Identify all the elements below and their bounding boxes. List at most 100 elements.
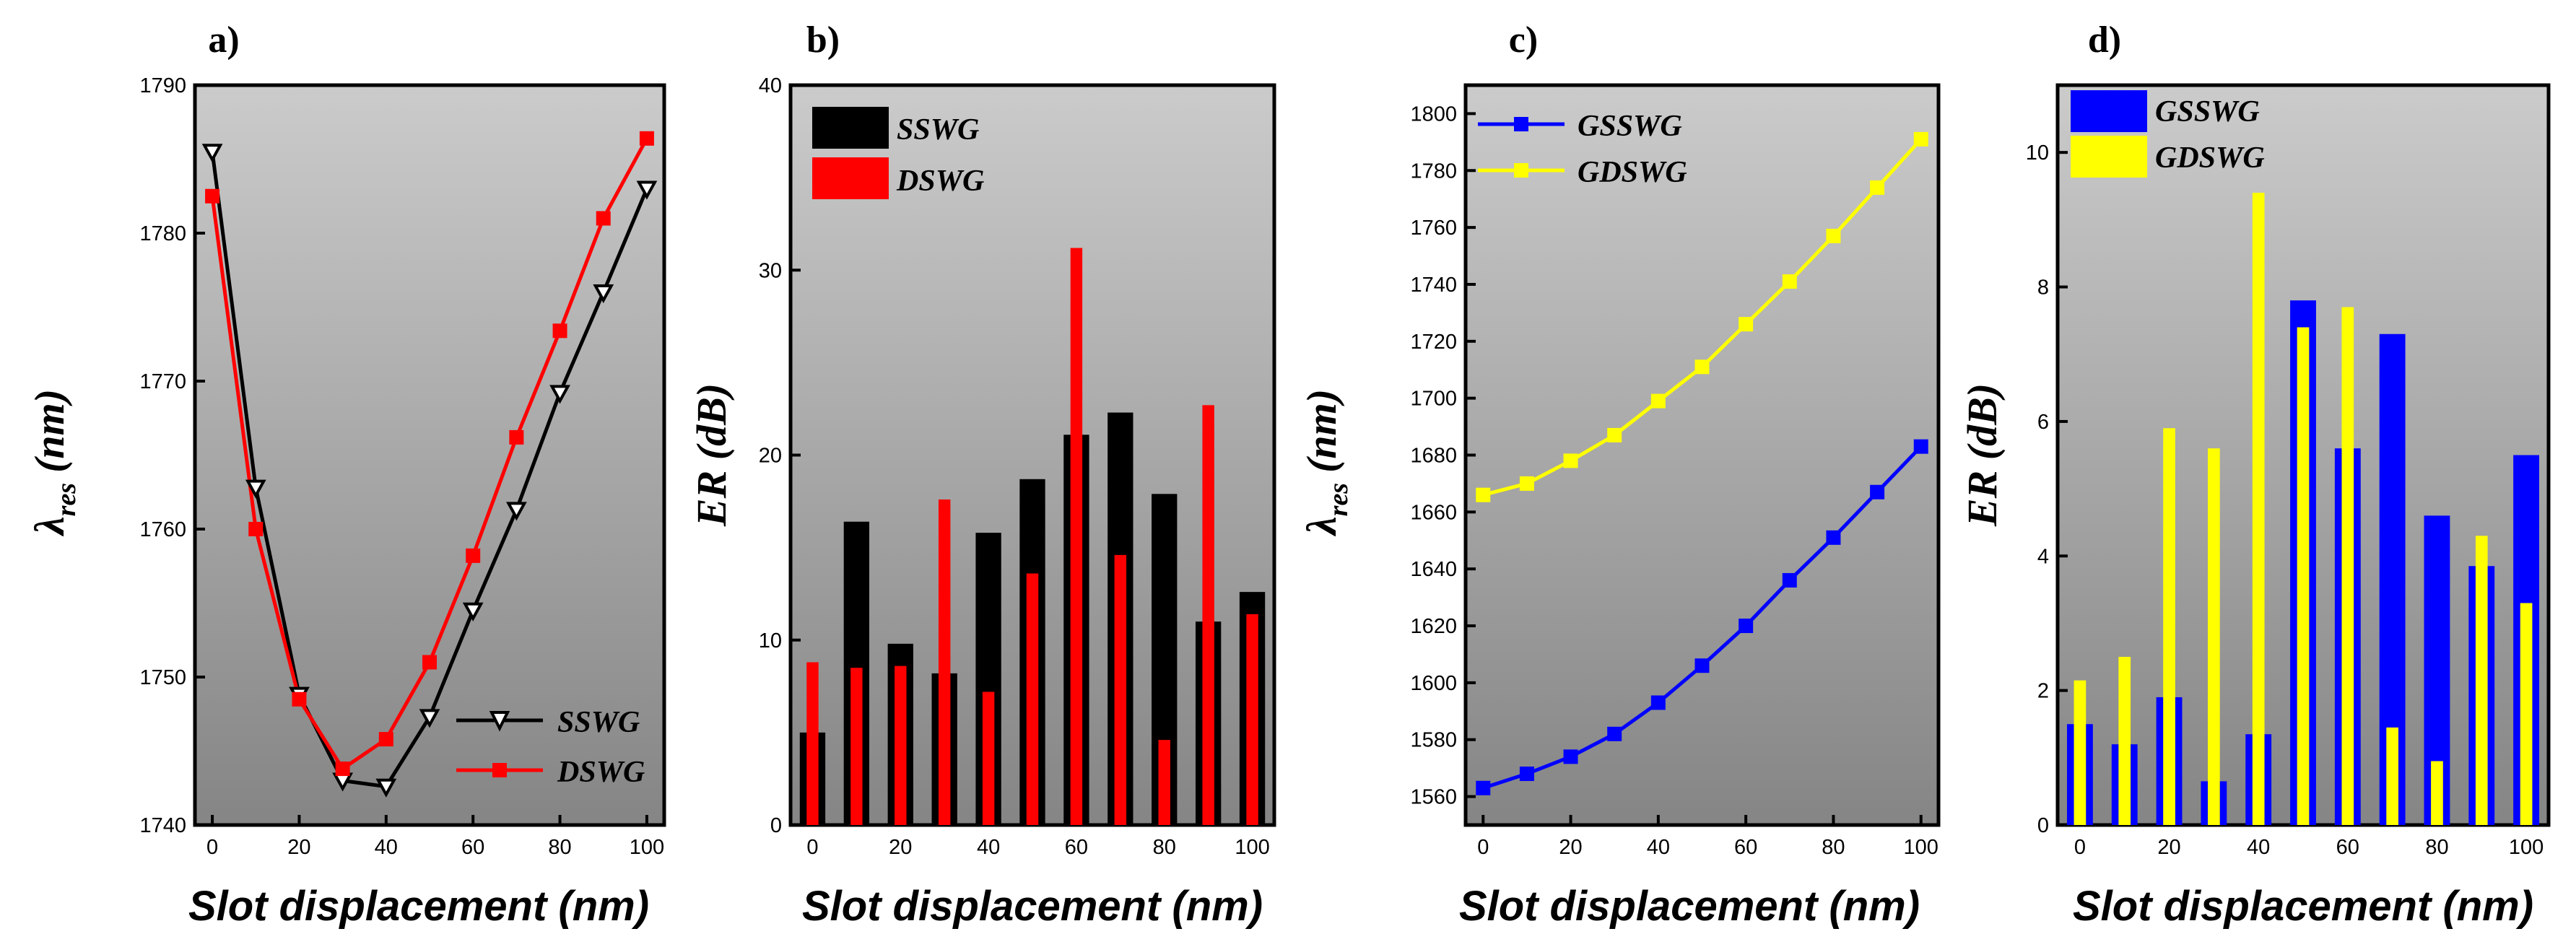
point-c-1-3: [1607, 427, 1622, 442]
xtick-label-d-1: 20: [2157, 836, 2180, 859]
point-a-1-6: [466, 548, 481, 563]
bar-d-1-0: [2074, 680, 2087, 825]
point-c-0-7: [1782, 572, 1797, 588]
point-c-0-6: [1739, 619, 1754, 634]
ylabel-d: ER (dB): [1959, 383, 2006, 527]
ytick-label-c-10: 1760: [1410, 217, 1457, 240]
xtick-label-d-2: 40: [2247, 836, 2270, 859]
point-c-0-5: [1694, 658, 1710, 673]
bar-d-1-4: [2252, 193, 2265, 825]
yticks-a: 1740 1750 1760 1770 1780 1790: [139, 74, 205, 837]
point-a-0-5: [419, 709, 440, 728]
xtick-label-b-0: 0: [806, 836, 818, 859]
xtick-label-c-5: 100: [1904, 836, 1938, 859]
ytick-label-c-3: 1620: [1410, 615, 1457, 638]
bar-b-1-8: [1158, 740, 1170, 825]
bar-d-1-1: [2118, 657, 2131, 825]
ytick-label-c-7: 1700: [1410, 388, 1457, 411]
legend-a-label-0: SSWG: [557, 706, 640, 739]
ylabel-c-unit: (nm): [1298, 389, 1345, 473]
point-c-0-9: [1870, 484, 1885, 499]
series-a: [201, 131, 658, 798]
series-b: [799, 248, 1266, 825]
legend-d-label-1: GDSWG: [2155, 141, 2265, 175]
xtick-label-b-1: 20: [889, 836, 912, 859]
ylabel-c-sub: res: [1323, 483, 1354, 516]
legend-d-swatch-0: [2071, 90, 2147, 132]
legend-b: SSWG DSWG: [812, 107, 984, 199]
point-c-0-2: [1563, 749, 1578, 764]
point-a-1-8: [552, 323, 567, 339]
point-a-0-0: [201, 144, 223, 163]
ylabel-c: λres (nm): [1298, 389, 1354, 536]
legend-a-label-1: DSWG: [557, 756, 645, 789]
bar-d-1-8: [2431, 761, 2443, 825]
xtick-label-a-3: 60: [461, 836, 484, 859]
ytick-label-c-9: 1740: [1410, 274, 1457, 297]
ytick-label-c-4: 1640: [1410, 558, 1457, 581]
point-c-1-4: [1650, 393, 1666, 409]
title-c: c): [1509, 19, 1538, 61]
legend-c: GSSWG GDSWG: [1478, 110, 1687, 189]
point-a-0-7: [505, 502, 527, 521]
point-c-1-10: [1913, 131, 1928, 147]
legend-b-swatch-1: [812, 157, 889, 199]
panel-a: a) 1740 1750 1760 1770 1780 1790 0 20 40 60 80 100…: [26, 19, 666, 930]
point-a-1-1: [248, 522, 264, 536]
point-a-0-8: [549, 385, 570, 404]
ytick-label-a-2: 1760: [139, 518, 186, 541]
bar-b-1-1: [850, 668, 863, 825]
point-a-0-6: [462, 602, 484, 621]
point-a-0-10: [636, 180, 658, 200]
ytick-label-d-2: 4: [2037, 545, 2049, 568]
panel-b: b) 0 10 20 30 40 0 20 40 60 80 100 Slot displacem…: [688, 19, 1276, 930]
legend-b-label-0: SSWG: [897, 113, 979, 147]
xtick-label-a-5: 100: [630, 836, 664, 859]
point-c-1-6: [1739, 317, 1754, 332]
series-c: [1476, 131, 1928, 795]
xtick-label-a-4: 80: [548, 836, 571, 859]
xtick-label-a-2: 40: [375, 836, 398, 859]
ytick-label-c-2: 1600: [1410, 672, 1457, 695]
point-c-0-3: [1607, 726, 1622, 741]
ytick-label-a-4: 1780: [139, 222, 186, 245]
point-c-1-0: [1476, 487, 1491, 502]
xticks-a: 0 20 40 60 80 100: [206, 815, 664, 859]
legend-c-marker-0: [1514, 117, 1528, 131]
point-a-0-1: [245, 479, 266, 499]
ylabel-c-main: λ: [1298, 516, 1345, 536]
ytick-label-b-0: 0: [770, 814, 782, 837]
bar-b-1-5: [1026, 573, 1039, 825]
ytick-label-c-5: 1660: [1410, 501, 1457, 524]
xtick-label-d-4: 80: [2425, 836, 2448, 859]
point-a-1-9: [596, 211, 611, 226]
point-c-0-4: [1650, 695, 1666, 710]
ytick-label-c-0: 1560: [1410, 786, 1457, 809]
xtick-label-c-4: 80: [1822, 836, 1845, 859]
ytick-label-a-5: 1790: [139, 74, 186, 97]
yticks-c: 1560 1580 1600 1620 1640 1660 1680 1700 1720 1740…: [1410, 102, 1476, 809]
ylabel-a-main: λ: [26, 516, 73, 536]
point-c-1-8: [1826, 228, 1841, 243]
point-c-0-0: [1476, 780, 1491, 795]
legend-d: GSSWG GDSWG: [2071, 90, 2265, 178]
bar-b-1-0: [806, 662, 819, 825]
bar-d-1-9: [2475, 536, 2488, 825]
title-b: b): [806, 19, 840, 61]
point-c-1-1: [1519, 476, 1534, 491]
legend-c-label-1: GDSWG: [1578, 156, 1687, 189]
series-d: [2066, 193, 2540, 826]
xticks-c: 0 20 40 60 80 100: [1477, 815, 1938, 859]
point-c-1-2: [1563, 453, 1578, 468]
bar-d-1-2: [2163, 428, 2175, 825]
point-a-1-4: [378, 732, 393, 747]
bar-b-1-3: [938, 499, 951, 825]
ytick-label-c-1: 1580: [1410, 729, 1457, 752]
ytick-label-d-0: 0: [2037, 814, 2049, 837]
point-a-0-4: [375, 778, 397, 798]
bar-d-1-5: [2297, 327, 2310, 825]
xtick-label-b-3: 60: [1065, 836, 1088, 859]
bar-d-1-10: [2520, 603, 2533, 825]
point-a-1-2: [292, 691, 307, 707]
xlabel-c: Slot displacement (nm): [1459, 883, 1920, 930]
